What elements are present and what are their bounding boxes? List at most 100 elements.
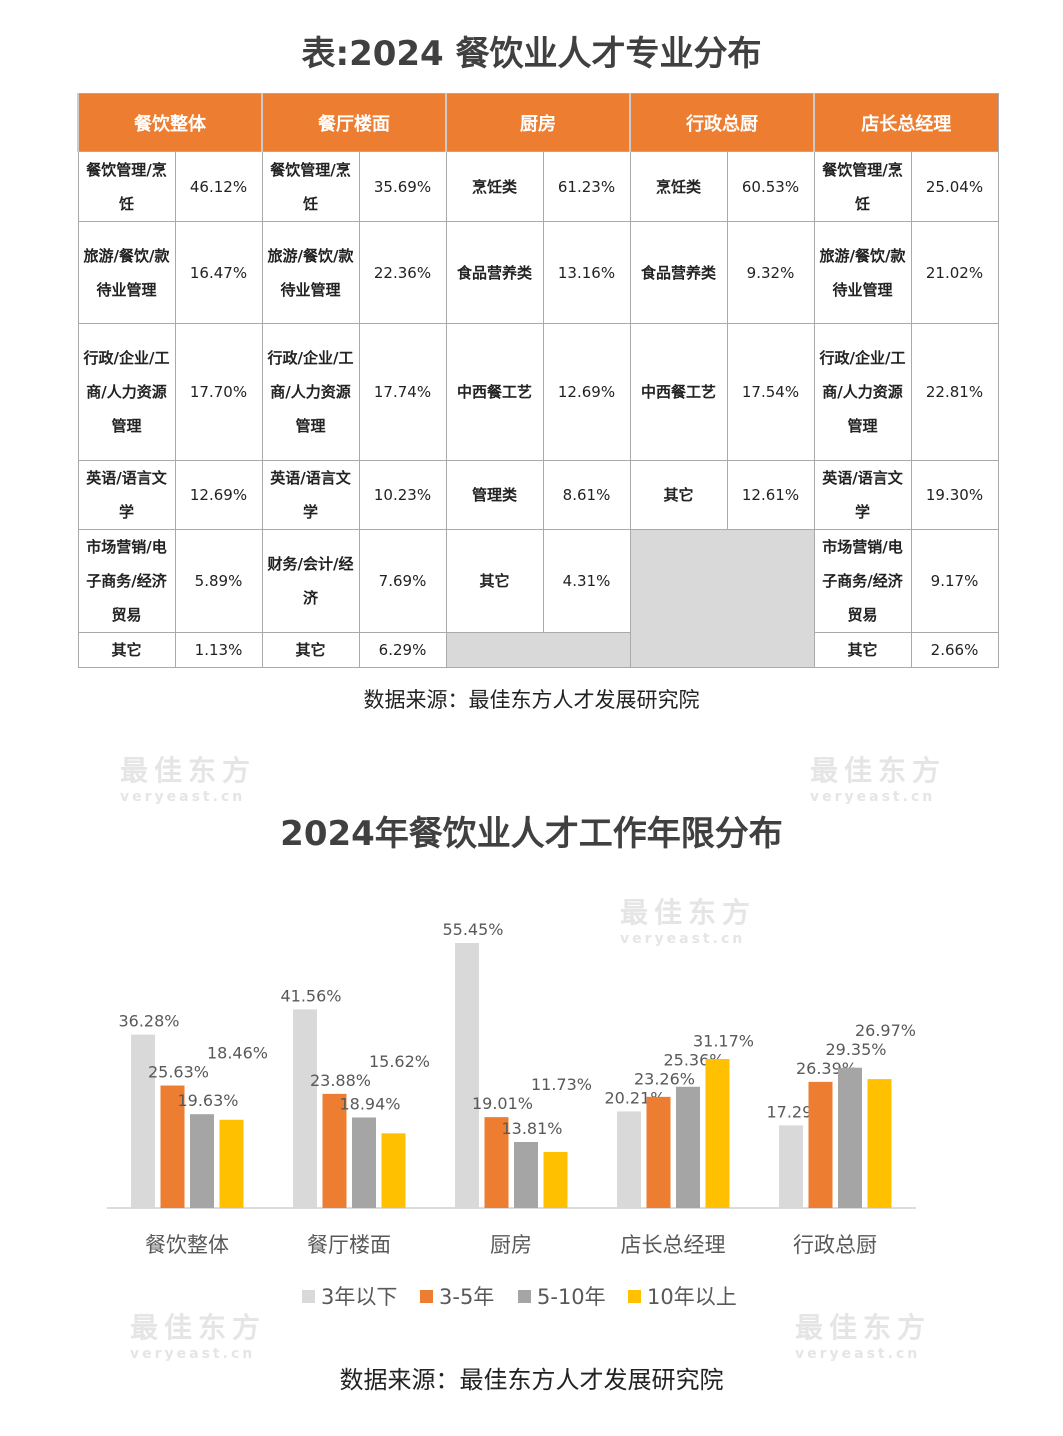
bar: [646, 1096, 671, 1208]
table-row: 其它 1.13% 其它 6.29% 其它 2.66%: [77, 632, 999, 668]
percent-cell: 19.30%: [910, 460, 999, 530]
percent-cell: 25.04%: [910, 151, 999, 222]
bar: [293, 1009, 317, 1208]
percent-cell: 22.36%: [358, 221, 447, 324]
major-name-cell: 餐饮管理/烹饪: [261, 151, 360, 222]
percent-cell: 8.61%: [542, 460, 631, 530]
table-header-row: 餐饮整体 餐厅楼面 厨房 行政总厨 店长总经理: [77, 93, 999, 152]
legend-label: 3年以下: [321, 1285, 397, 1309]
column-header: 餐厅楼面: [261, 93, 447, 152]
data-label: 19.63%: [177, 1091, 238, 1110]
data-label: 55.45%: [442, 920, 503, 939]
column-header: 厨房: [445, 93, 631, 152]
percent-cell: 61.23%: [542, 151, 631, 222]
data-label: 18.46%: [207, 1044, 268, 1063]
watermark-logo: 最佳东方 veryeast.cn: [120, 754, 257, 806]
percent-cell: 10.23%: [358, 460, 447, 530]
data-label: 25.63%: [148, 1063, 209, 1082]
major-name-cell: 其它: [77, 632, 176, 668]
percent-cell: 9.17%: [910, 529, 999, 633]
major-name-cell: 餐饮管理/烹饪: [813, 151, 912, 222]
x-tick-label: 厨房: [490, 1233, 532, 1257]
x-tick-label: 餐饮整体: [145, 1233, 229, 1257]
percent-cell: 21.02%: [910, 221, 999, 324]
major-name-cell: 其它: [445, 529, 544, 633]
major-name-cell: 中西餐工艺: [629, 323, 728, 461]
data-label: 23.88%: [310, 1071, 371, 1090]
data-label: 36.28%: [118, 1012, 179, 1031]
major-name-cell: 食品营养类: [629, 221, 728, 324]
major-name-cell: 行政/企业/工商/人力资源管理: [261, 323, 360, 461]
major-distribution-table: 餐饮整体 餐厅楼面 厨房 行政总厨 店长总经理 餐饮管理/烹饪 46.12% 餐饮管理/烹饪…: [77, 93, 999, 668]
table-row: 旅游/餐饮/款待业管理 16.47% 旅游/餐饮/款待业管理 22.36% 食品营养类 1…: [77, 221, 999, 324]
bar: [617, 1111, 641, 1208]
percent-cell: 46.12%: [174, 151, 263, 222]
data-label: 18.94%: [339, 1094, 400, 1113]
percent-cell: 17.70%: [174, 323, 263, 461]
major-name-cell: 市场营销/电子商务/经济贸易: [813, 529, 912, 633]
major-name-cell: 市场营销/电子商务/经济贸易: [77, 529, 176, 633]
percent-cell: 17.54%: [726, 323, 815, 461]
bar: [352, 1117, 376, 1208]
bar: [676, 1086, 700, 1208]
bar: [160, 1085, 185, 1208]
percent-cell: 2.66%: [910, 632, 999, 668]
legend-swatch: [628, 1290, 641, 1303]
bar: [514, 1142, 538, 1208]
data-label: 23.26%: [634, 1069, 695, 1088]
data-label: 13.81%: [501, 1119, 562, 1138]
major-name-cell: 英语/语言文学: [813, 460, 912, 530]
percent-cell: 12.69%: [542, 323, 631, 461]
x-tick-label: 店长总经理: [621, 1233, 726, 1257]
major-name-cell: 行政/企业/工商/人力资源管理: [77, 323, 176, 461]
legend-label: 3-5年: [439, 1285, 494, 1309]
chart-title: 2024年餐饮业人才工作年限分布: [280, 814, 783, 854]
major-name-cell: 财务/会计/经济: [261, 529, 360, 633]
data-label: 15.62%: [369, 1052, 430, 1071]
major-name-cell: 烹饪类: [445, 151, 544, 222]
column-header: 餐饮整体: [77, 93, 263, 152]
x-tick-label: 餐厅楼面: [307, 1233, 391, 1257]
percent-cell: 1.13%: [174, 632, 263, 668]
percent-cell: 7.69%: [358, 529, 447, 633]
major-name-cell: 其它: [813, 632, 912, 668]
bar: [131, 1034, 155, 1208]
major-name-cell: 管理类: [445, 460, 544, 530]
table-source: 数据来源：最佳东方人才发展研究院: [363, 688, 700, 712]
chart-source: 数据来源：最佳东方人才发展研究院: [339, 1366, 724, 1394]
percent-cell: 17.74%: [358, 323, 447, 461]
empty-cell: [445, 632, 631, 668]
bar: [705, 1059, 730, 1208]
table-row: 市场营销/电子商务/经济贸易 5.89% 财务/会计/经济 7.69% 其它 4.31% 市…: [77, 529, 999, 668]
bar: [867, 1079, 892, 1208]
percent-cell: 12.69%: [174, 460, 263, 530]
major-name-cell: 食品营养类: [445, 221, 544, 324]
major-name-cell: 其它: [629, 460, 728, 530]
data-label: 19.01%: [472, 1094, 533, 1113]
bar-chart: 餐饮整体 36.28% 25.63% 19.63% 18.46% 餐厅楼面 41.56% 23…: [107, 920, 916, 1309]
bar: [190, 1114, 214, 1208]
watermark-logo: 最佳东方 veryeast.cn: [810, 754, 947, 806]
legend-label: 10年以上: [647, 1285, 737, 1309]
major-name-cell: 英语/语言文学: [261, 460, 360, 530]
percent-cell: 12.61%: [726, 460, 815, 530]
bar: [838, 1067, 862, 1208]
data-label: 11.73%: [531, 1075, 592, 1094]
bar: [455, 943, 479, 1208]
percent-cell: 35.69%: [358, 151, 447, 222]
bar: [219, 1119, 244, 1208]
percent-cell: 6.29%: [358, 632, 447, 668]
bar: [808, 1081, 833, 1208]
major-name-cell: 烹饪类: [629, 151, 728, 222]
major-name-cell: 旅游/餐饮/款待业管理: [813, 221, 912, 324]
major-name-cell: 英语/语言文学: [77, 460, 176, 530]
empty-cell: [629, 529, 815, 668]
bar: [381, 1133, 406, 1208]
legend-swatch: [420, 1290, 433, 1303]
legend-swatch: [518, 1290, 531, 1303]
table-row: 行政/企业/工商/人力资源管理 17.70% 行政/企业/工商/人力资源管理 17.7…: [77, 323, 999, 461]
data-label: 26.97%: [855, 1021, 916, 1040]
major-name-cell: 餐饮管理/烹饪: [77, 151, 176, 222]
percent-cell: 60.53%: [726, 151, 815, 222]
